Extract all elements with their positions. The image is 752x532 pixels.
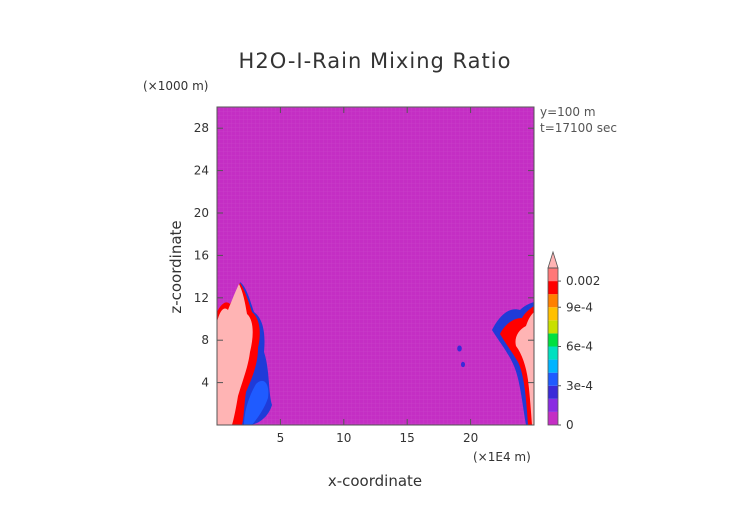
colorbar-segment [548, 398, 558, 412]
colorbar-segment [548, 294, 558, 308]
x-tick-label: 10 [336, 431, 351, 445]
y-axis: 4 8 12 16 20 24 28 [194, 121, 534, 390]
y-tick-label: 8 [201, 333, 209, 347]
colorbar-segment [548, 346, 558, 360]
colorbar-label: 9e-4 [566, 300, 593, 314]
x-unit-label: (×1E4 m) [473, 450, 531, 464]
y-tick-label: 28 [194, 121, 209, 135]
y-tick-label: 16 [194, 248, 209, 262]
y-unit-label: (×1000 m) [143, 79, 208, 93]
colorbar-label: 0 [566, 418, 574, 432]
y-tick-label: 24 [194, 164, 209, 178]
y-axis-label: z-coordinate [167, 220, 185, 313]
plot-area [216, 106, 535, 426]
annotation-time: t=17100 sec [540, 121, 617, 135]
colorbar: 0 3e-4 6e-4 9e-4 0.002 [547, 250, 600, 432]
colorbar-label: 3e-4 [566, 379, 593, 393]
y-tick-label: 20 [194, 206, 209, 220]
colorbar-arrow [547, 250, 559, 269]
colorbar-segment [548, 320, 558, 334]
colorbar-label: 0.002 [566, 274, 600, 288]
colorbar-label: 6e-4 [566, 340, 593, 354]
colorbar-segment [548, 307, 558, 321]
rain-region-left-core [217, 284, 253, 425]
annotation-y-position: y=100 m [540, 105, 596, 119]
colorbar-segment [548, 372, 558, 386]
colorbar-segment [548, 411, 558, 425]
colorbar-segment [548, 281, 558, 295]
plot-frame [216, 106, 535, 426]
colorbar-segment [548, 385, 558, 399]
colorbar-segment [548, 268, 558, 282]
y-tick-label: 4 [201, 376, 209, 390]
rain-region-left-tail [244, 380, 269, 425]
rain-speck-right [457, 345, 466, 368]
x-axis-label: x-coordinate [328, 472, 422, 490]
x-tick-label: 15 [400, 431, 415, 445]
x-tick-label: 5 [277, 431, 285, 445]
x-axis: 5 10 15 20 [277, 107, 478, 445]
colorbar-segment [548, 333, 558, 347]
x-tick-label: 20 [463, 431, 478, 445]
y-tick-label: 12 [194, 291, 209, 305]
colorbar-segment [548, 359, 558, 373]
chart-title: H2O-I-Rain Mixing Ratio [239, 49, 512, 73]
